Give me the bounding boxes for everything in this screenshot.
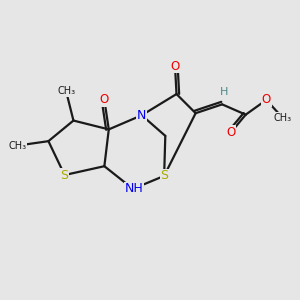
Text: H: H <box>219 87 228 97</box>
Text: O: O <box>262 93 271 106</box>
Text: NH: NH <box>125 182 144 195</box>
Text: O: O <box>170 60 180 73</box>
Text: CH₃: CH₃ <box>8 141 27 151</box>
Text: O: O <box>100 93 109 106</box>
Text: O: O <box>226 126 236 139</box>
Text: S: S <box>160 169 168 182</box>
Text: CH₃: CH₃ <box>273 112 292 123</box>
Text: N: N <box>137 109 146 122</box>
Text: S: S <box>61 169 69 182</box>
Text: CH₃: CH₃ <box>57 86 75 96</box>
